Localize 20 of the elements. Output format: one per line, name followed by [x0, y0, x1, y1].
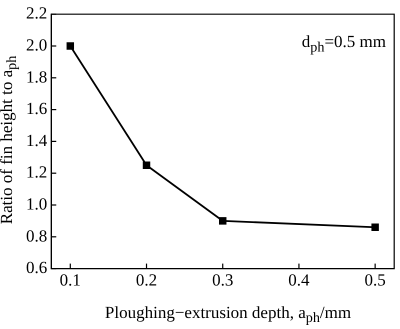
x-tick-label: 0.2 — [136, 270, 158, 290]
y-tick-label: 1.6 — [26, 99, 48, 118]
y-tick-label: 1.0 — [26, 194, 48, 214]
y-tick-label: 1.4 — [26, 130, 48, 150]
x-tick-label: 0.1 — [60, 270, 81, 290]
y-tick-label: 0.8 — [26, 226, 48, 246]
y-tick-label: 2.0 — [26, 35, 48, 54]
y-tick-label: 0.6 — [26, 258, 48, 278]
x-tick-label: 0.3 — [212, 270, 234, 290]
point — [142, 162, 150, 169]
y-tick-label: 2.2 — [26, 4, 48, 23]
point — [66, 42, 74, 50]
y-tick-label: 1.8 — [26, 67, 48, 86]
point — [371, 224, 379, 231]
x-tick-label: 0.5 — [364, 270, 386, 290]
x-tick-label: 0.4 — [288, 270, 310, 290]
y-tick-label: 1.2 — [26, 162, 48, 182]
annotation: d$_{ph}$=0.5 mm — [302, 32, 386, 56]
point — [218, 217, 226, 225]
x-axis-title: Ploughing−extrusion depth, a$_{ph}$/mm — [104, 302, 352, 328]
